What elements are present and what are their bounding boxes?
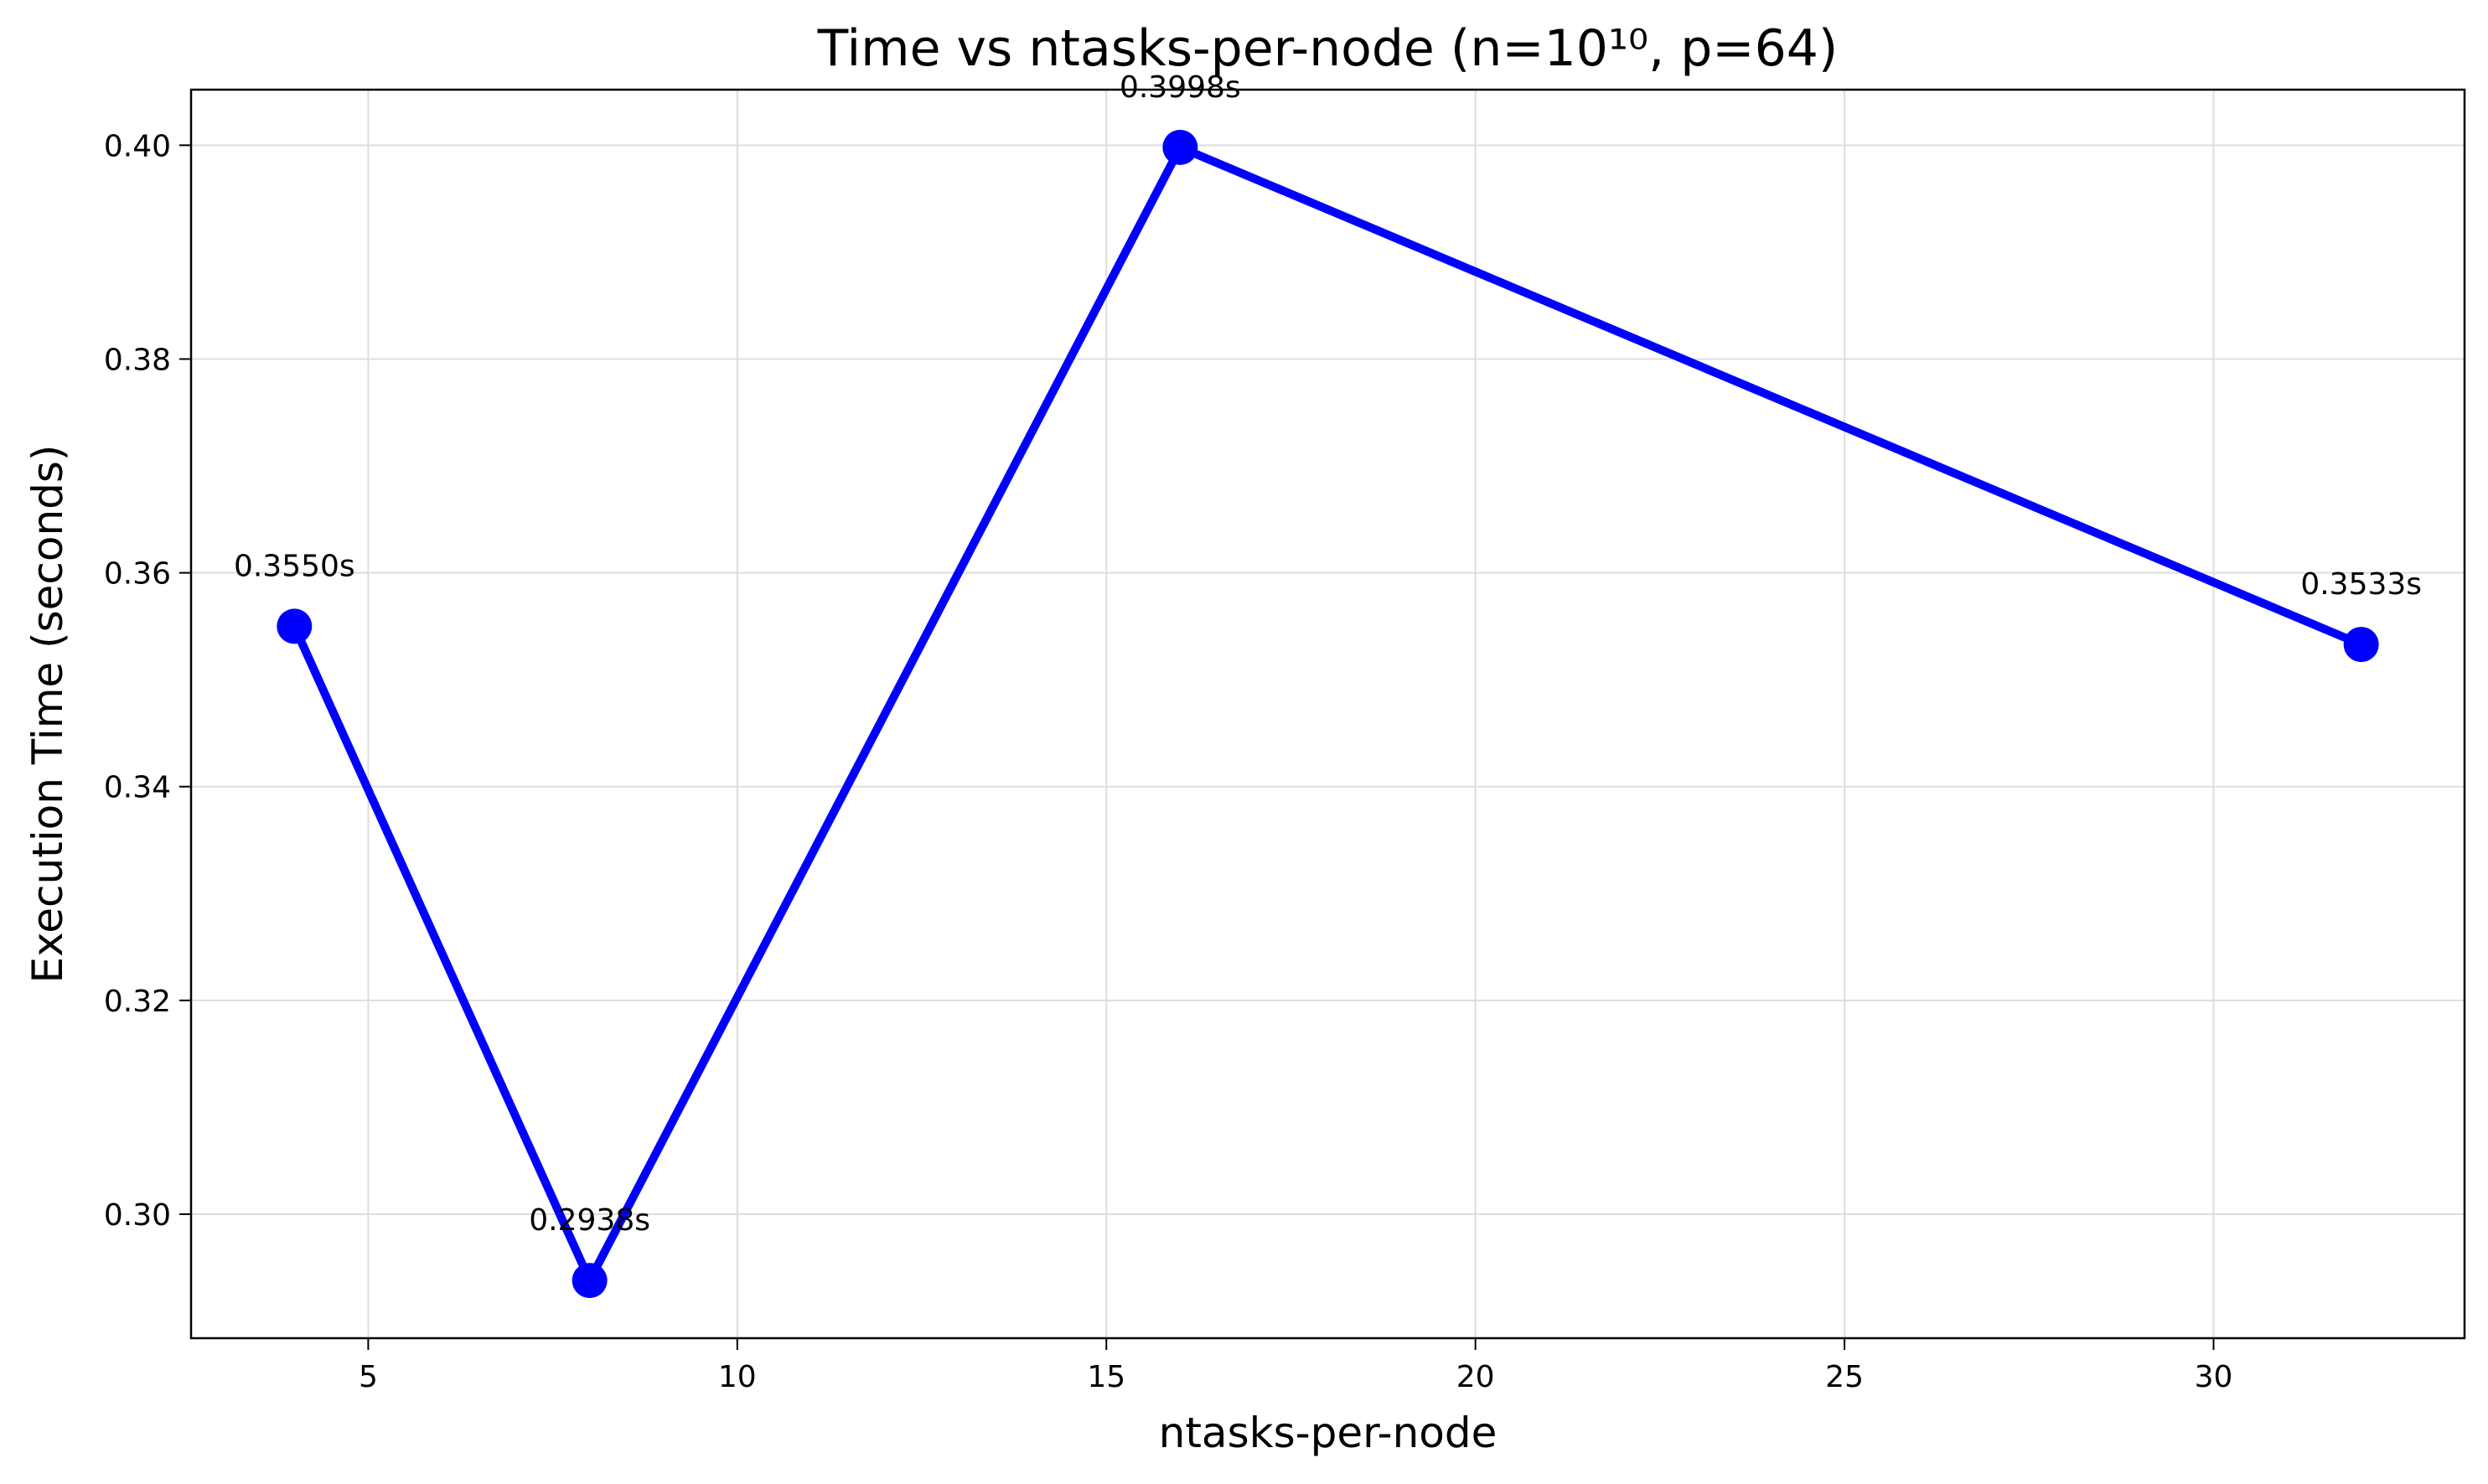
- y-tick-label: 0.40: [104, 129, 171, 163]
- data-labels: 0.3550s 0.2938s 0.3998s 0.3533s: [234, 70, 2422, 1238]
- chart-title: Time vs ntasks-per-node (n=10¹⁰, p=64): [817, 19, 1839, 78]
- x-tick-label: 5: [359, 1360, 378, 1394]
- axis-ticks: 5 10 15 20 25 30 0.30 0.32 0.34 0.36 0.38 0.40: [104, 129, 2233, 1394]
- y-tick-label: 0.34: [104, 771, 171, 805]
- data-label: 0.2938s: [529, 1203, 650, 1238]
- data-label: 0.3998s: [1120, 70, 1241, 105]
- x-axis-label: ntasks-per-node: [1159, 1409, 1497, 1457]
- y-tick-label: 0.32: [104, 985, 171, 1019]
- x-tick-label: 25: [1825, 1360, 1864, 1394]
- data-label: 0.3533s: [2300, 567, 2422, 602]
- data-point: [1162, 129, 1198, 165]
- x-tick-label: 20: [1456, 1360, 1495, 1394]
- y-tick-label: 0.30: [104, 1198, 171, 1233]
- series-layer: [277, 129, 2379, 1299]
- data-point: [2343, 627, 2379, 663]
- x-tick-label: 10: [718, 1360, 757, 1394]
- series-line: [290, 142, 2366, 1285]
- y-tick-label: 0.36: [104, 557, 171, 592]
- plot-frame: [189, 88, 2466, 1340]
- y-tick-label: 0.38: [104, 343, 171, 377]
- data-label: 0.3550s: [234, 549, 355, 583]
- data-point: [277, 608, 313, 644]
- x-tick-label: 30: [2195, 1360, 2233, 1394]
- x-tick-label: 15: [1087, 1360, 1125, 1394]
- y-axis-label: Execution Time (seconds): [23, 445, 72, 984]
- data-point: [572, 1263, 608, 1299]
